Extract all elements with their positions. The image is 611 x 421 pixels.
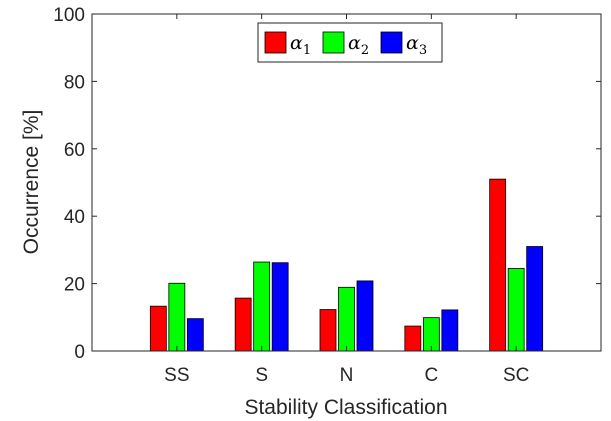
y-tick-label: 20 <box>64 275 85 296</box>
y-axis-ticks: 0 20 40 60 80 100 <box>53 5 601 363</box>
y-tick-label: 60 <box>64 140 85 161</box>
x-axis-title: Stability Classification <box>244 396 447 419</box>
x-axis-ticks: SS S N C SC <box>164 14 529 386</box>
legend: α1 α2 α3 <box>257 22 443 63</box>
legend-label-1: α1 <box>290 32 311 58</box>
bar-n-series-2 <box>338 286 355 352</box>
bar-sc-series-1 <box>489 178 507 352</box>
legend-swatch-1 <box>264 31 287 54</box>
legend-label-2: α2 <box>348 32 369 58</box>
bar-ss-series-3 <box>186 318 204 352</box>
bar-sc-series-2 <box>507 268 525 352</box>
legend-swatch-3 <box>380 31 403 54</box>
y-tick-label: 40 <box>64 207 85 228</box>
legend-box <box>257 22 443 63</box>
bar-n-series-3 <box>356 280 374 352</box>
x-tick-label: N <box>340 365 354 386</box>
x-tick-label: SS <box>164 365 189 386</box>
bar-s-series-1 <box>234 297 252 352</box>
x-tick-label: SC <box>503 365 529 386</box>
legend-swatch-2 <box>322 31 345 54</box>
y-tick-label: 100 <box>53 5 85 26</box>
bar-s-series-3 <box>271 262 289 352</box>
bar-c-series-3 <box>441 309 459 352</box>
bars-group <box>149 178 544 352</box>
bar-c-series-2 <box>422 317 440 352</box>
y-axis-title: Occurrence [%] <box>20 110 43 255</box>
y-tick-label: 0 <box>74 342 85 363</box>
legend-label-3: α3 <box>406 32 427 58</box>
bar-ss-series-1 <box>149 305 167 352</box>
x-tick-label: C <box>424 365 438 386</box>
bar-n-series-1 <box>319 309 337 352</box>
x-tick-label: S <box>255 365 268 386</box>
bar-s-series-2 <box>253 261 271 352</box>
bar-sc-series-3 <box>526 246 544 352</box>
bar-c-series-1 <box>404 325 422 352</box>
y-tick-label: 80 <box>64 72 85 93</box>
bar-ss-series-2 <box>168 282 186 352</box>
